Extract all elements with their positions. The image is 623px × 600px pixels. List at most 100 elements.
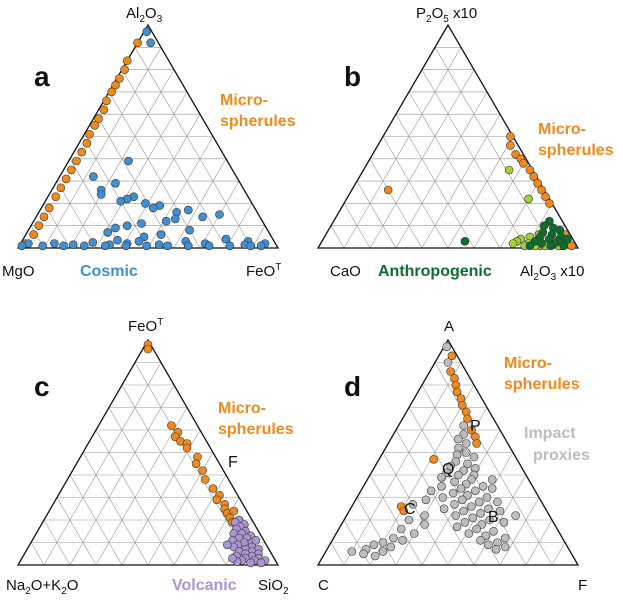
panel-letter-d: d [344, 371, 361, 402]
data-point [476, 508, 485, 518]
data-point [537, 239, 546, 248]
label-point-b: B [488, 509, 499, 526]
data-point [228, 553, 237, 563]
data-point [467, 425, 476, 435]
data-point [524, 194, 533, 204]
data-point [167, 421, 176, 430]
data-point [389, 533, 398, 543]
data-point [251, 535, 261, 545]
data-point [456, 484, 466, 493]
data-point [500, 533, 510, 543]
data-point [29, 230, 38, 239]
grid-line [95, 407, 188, 566]
label-microspherules-a-1: Micro- [220, 92, 268, 109]
data-point [17, 241, 27, 251]
grid-line [369, 69, 475, 249]
data-point [80, 241, 89, 251]
data-point [386, 542, 396, 552]
data-point [142, 27, 151, 37]
vertex-left-d: C [318, 577, 329, 594]
data-point [439, 504, 449, 514]
data-point [452, 387, 462, 397]
label-point-f: F [228, 454, 238, 471]
data-point [204, 241, 214, 251]
data-point [511, 511, 520, 520]
panel-b: b P2O5 x10 CaO Al2O3 x10 Micro- spherule… [316, 5, 614, 283]
label-microspherules-b-1: Micro- [538, 121, 586, 138]
label-volcanic: Volcanic [172, 577, 237, 594]
data-point [137, 219, 146, 228]
data-point [99, 105, 109, 114]
label-impact-proxies-2: proxies [533, 447, 590, 464]
data-point [146, 38, 155, 48]
data-point [370, 551, 380, 561]
data-point [44, 203, 54, 213]
data-point [421, 495, 431, 505]
data-point [107, 87, 116, 97]
grid-line [82, 452, 149, 566]
vertex-right-a: FeOT [246, 262, 281, 280]
data-point [154, 240, 164, 249]
data-point [191, 459, 201, 469]
data-point [82, 138, 92, 148]
grid-line [69, 69, 175, 249]
data-point [200, 475, 210, 484]
data-point [369, 540, 379, 550]
data-point [452, 522, 462, 532]
grid-line [108, 407, 201, 566]
data-point [111, 80, 120, 90]
data-point [116, 196, 125, 206]
grid-line [147, 136, 214, 249]
panel-a: a Al2O3 MgO FeOT Micro- spherules Cosmic [2, 5, 296, 280]
data-point [529, 172, 539, 181]
data-point [426, 486, 436, 496]
data-point [559, 241, 569, 251]
grid-line [330, 542, 345, 566]
data-point [420, 511, 429, 520]
data-point [508, 239, 518, 248]
data-point [482, 493, 492, 502]
data-point [38, 241, 48, 251]
grid-line [43, 47, 162, 249]
data-point [182, 443, 192, 453]
grid-line [447, 136, 514, 249]
data-point [438, 493, 448, 502]
data-point [90, 121, 99, 130]
data-point [472, 524, 481, 534]
data-point [519, 159, 528, 168]
data-point [563, 234, 572, 244]
grid-line [134, 47, 253, 249]
ternary-outline [316, 338, 580, 566]
grid-line [121, 384, 227, 566]
grid-line [421, 69, 527, 249]
label-microspherules-c-1: Micro- [218, 400, 266, 417]
data-point [378, 538, 388, 547]
data-point [533, 179, 543, 188]
data-point [409, 529, 419, 538]
data-point [221, 234, 231, 244]
data-point [111, 179, 120, 188]
data-point [499, 517, 509, 527]
data-point [454, 434, 463, 444]
data-point [457, 495, 467, 505]
data-point [113, 235, 122, 245]
data-point [447, 351, 457, 361]
ternary-grid [30, 46, 266, 249]
vertex-top-b: P2O5 x10 [416, 5, 477, 25]
data-point [256, 558, 266, 568]
vertex-left-c: Na2O+K2O [6, 577, 78, 597]
data-point [398, 535, 407, 545]
data-point [184, 241, 193, 251]
grid-line [434, 362, 553, 566]
series-volcanic [223, 515, 270, 568]
data-point [89, 172, 98, 181]
data-point [51, 192, 61, 201]
data-point [546, 241, 556, 251]
data-point [115, 74, 124, 83]
data-point [69, 240, 78, 249]
series-impact [347, 342, 520, 561]
data-point [489, 526, 498, 536]
grid-line [551, 542, 566, 566]
data-point [100, 241, 110, 251]
data-point [467, 502, 476, 511]
